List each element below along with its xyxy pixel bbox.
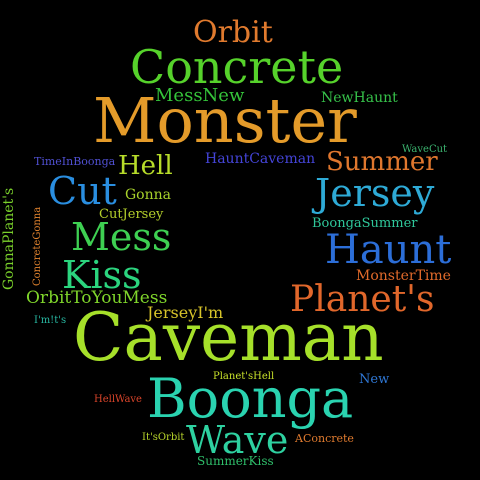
word-cut: Cut [48,169,117,213]
word-jerseyim: JerseyI'm [147,303,224,322]
word-boongasummer: BoongaSummer [312,216,418,231]
word-hauntcaveman: HauntCaveman [205,151,316,167]
word-planetshell: Planet'sHell [213,371,275,382]
word-wave: Wave [186,418,289,462]
word-hellwave: HellWave [94,394,142,405]
word-cutjersey: CutJersey [99,207,164,222]
word-summerkiss: SummerKiss [197,454,274,468]
word-monstertime: MonsterTime [356,268,451,284]
word-newhaunt: NewHaunt [321,90,398,106]
word-gonna: Gonna [125,187,171,203]
word-kiss: Kiss [62,253,142,297]
word-planets: Planet's [290,279,435,320]
word-caveman: Caveman [73,299,384,376]
word-orbit: Orbit [193,15,273,50]
word-gonnaplanets: GonnaPlanet's [1,187,17,290]
word-orbittoyoumess: OrbitToYouMess [26,288,168,308]
word-itsorbit: It'sOrbit [142,432,185,443]
word-messnew: MessNew [155,85,245,106]
word-haunt: Haunt [325,227,452,273]
word-monster: Monster [93,84,357,157]
word-mess: Mess [71,215,172,259]
word-boonga: Boonga [147,367,354,430]
word-jersey: Jersey [315,171,435,215]
word-concrete: Concrete [130,40,344,94]
word-new: New [359,372,390,387]
word-aconcrete: AConcrete [295,432,354,445]
word-concretegonna: ConcreteGonna [32,206,43,286]
word-hell: Hell [118,151,173,181]
word-wavecut: WaveCut [402,144,448,155]
word-imits: I'm!t's [34,315,67,326]
word-summer: Summer [326,147,438,177]
word-timeinboonga: TimeInBoonga [34,155,116,168]
